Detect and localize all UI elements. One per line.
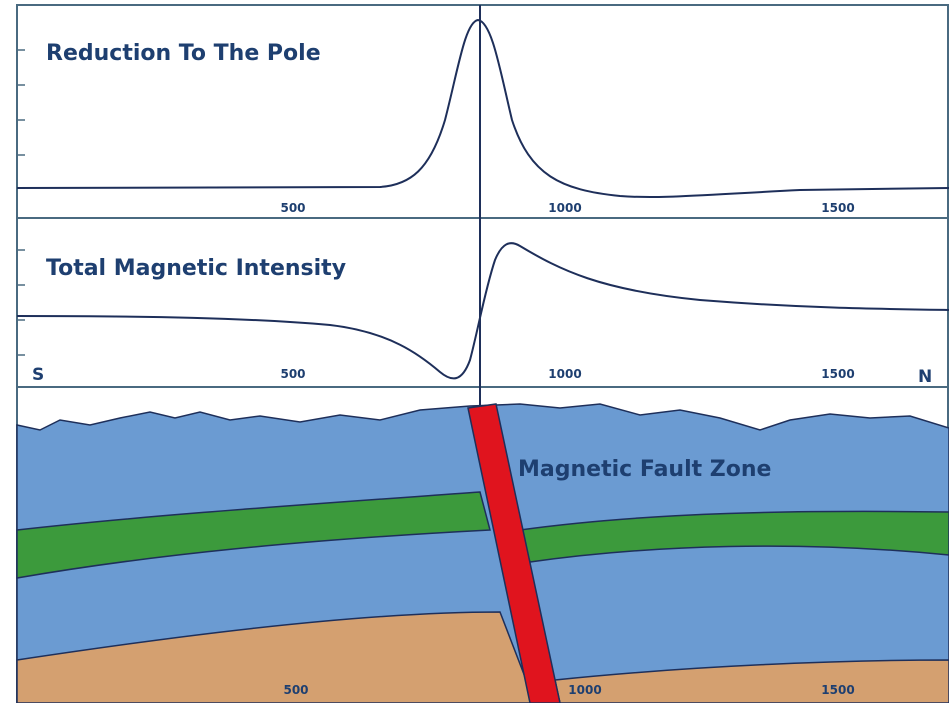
axis-end: N (918, 367, 932, 387)
tick-label: 1500 (821, 367, 854, 381)
tmi-curve (16, 242, 949, 380)
panel-title: Reduction To The Pole (46, 41, 321, 66)
basement (554, 659, 949, 703)
green-layer (519, 510, 949, 563)
tick-label: 1000 (548, 367, 581, 381)
tick-label: 500 (280, 201, 305, 215)
tick-label: 1000 (548, 201, 581, 215)
panel-title: Total Magnetic Intensity (46, 256, 346, 281)
frame-ticks (17, 49, 25, 356)
green-layer (16, 491, 491, 579)
fault-zone (467, 403, 561, 703)
tick-label: 500 (283, 683, 308, 697)
section-label: Magnetic Fault Zone (518, 457, 771, 482)
tick-label: 500 (280, 367, 305, 381)
tick-label: 1000 (568, 683, 601, 697)
rtp-curve (16, 18, 949, 199)
tick-label: 1500 (821, 683, 854, 697)
basement (16, 611, 536, 703)
tick-label: 1500 (821, 201, 854, 215)
axis-start: S (32, 365, 44, 385)
